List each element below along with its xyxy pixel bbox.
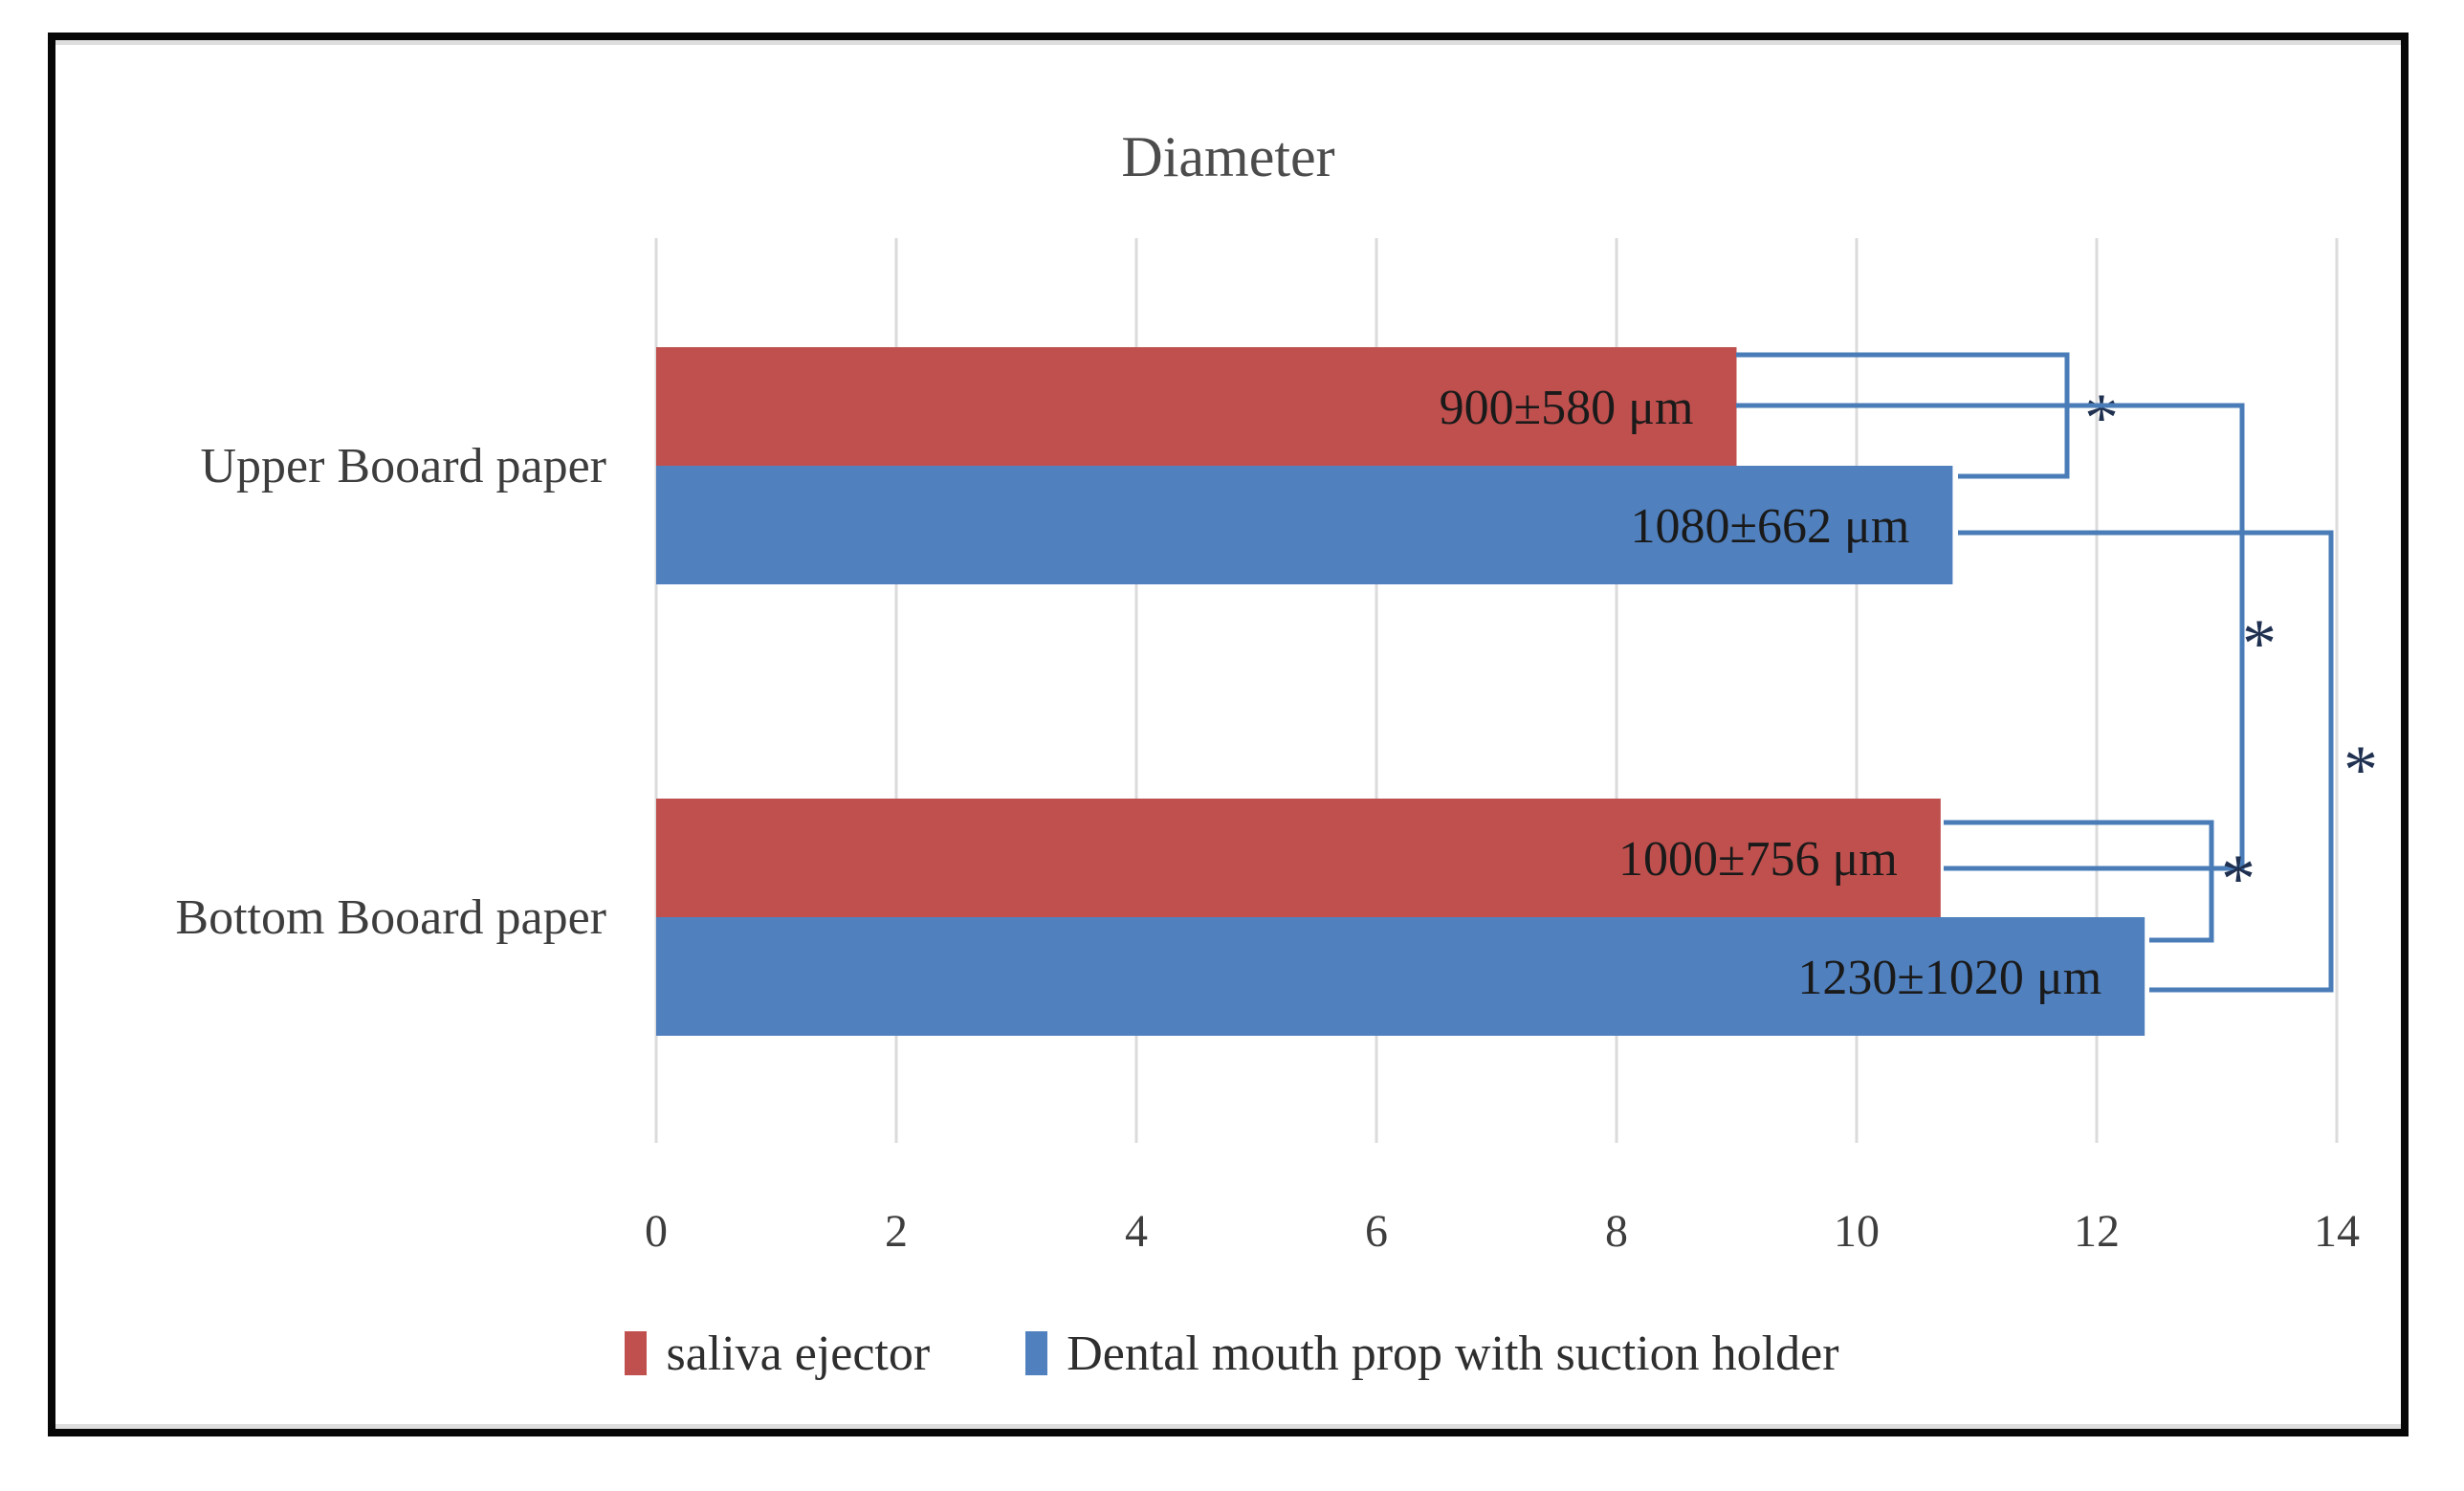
bar-data-label: 1000±756 μm [1618, 832, 1898, 887]
bar-red-group0 [656, 347, 1737, 466]
significance-asterisk-upper-red-vs-bottom-red: * [2242, 605, 2277, 682]
bar-blue-group1 [656, 917, 2145, 1036]
significance-bracket-upper-blue-vs-bottom-blue [1958, 530, 2334, 993]
legend-label: saliva ejector [666, 1326, 931, 1381]
x-tick-label-10: 10 [1834, 1206, 1880, 1257]
x-tick-label-8: 8 [1605, 1206, 1628, 1257]
bar-data-label: 900±580 μm [1440, 381, 1694, 435]
bar-data-label: 1080±662 μm [1631, 499, 1910, 554]
legend-marker-icon [1025, 1331, 1048, 1375]
legend: saliva ejector Dental mouth prop with suc… [0, 1323, 2464, 1384]
x-tick-label-14: 14 [2314, 1206, 2360, 1257]
significance-asterisk-upper-red-vs-upper-blue: * [2084, 380, 2119, 456]
significance-asterisk-upper-blue-vs-bottom-blue: * [2343, 732, 2378, 808]
legend-item-0: saliva ejector [625, 1326, 930, 1382]
significance-asterisk-bottom-red-vs-bottom-blue: * [2221, 841, 2255, 917]
legend-item-1: Dental mouth prop with suction holder [1025, 1326, 1839, 1382]
x-tick-label-2: 2 [885, 1206, 908, 1257]
significance-bracket-upper-red-vs-bottom-red [1736, 403, 2245, 871]
legend-marker-icon [625, 1331, 648, 1375]
bar-data-label: 1230±1020 μm [1797, 951, 2101, 1005]
x-tick-label-6: 6 [1365, 1206, 1388, 1257]
bar-blue-group0 [656, 466, 1953, 584]
x-tick-label-0: 0 [645, 1206, 668, 1257]
significance-bracket-upper-red-vs-upper-blue [1736, 352, 2070, 479]
chart-frame [48, 33, 2409, 1436]
bar-red-group1 [656, 799, 1941, 917]
significance-bracket-bottom-red-vs-bottom-blue [1944, 820, 2214, 943]
x-tick-label-12: 12 [2074, 1206, 2120, 1257]
category-label-0: Upper Booard paper [200, 439, 606, 493]
legend-label: Dental mouth prop with suction holder [1067, 1326, 1839, 1381]
category-label-1: Bottom Booard paper [175, 890, 606, 945]
x-tick-label-4: 4 [1125, 1206, 1148, 1257]
chart-title: Diameter [1121, 125, 1335, 188]
